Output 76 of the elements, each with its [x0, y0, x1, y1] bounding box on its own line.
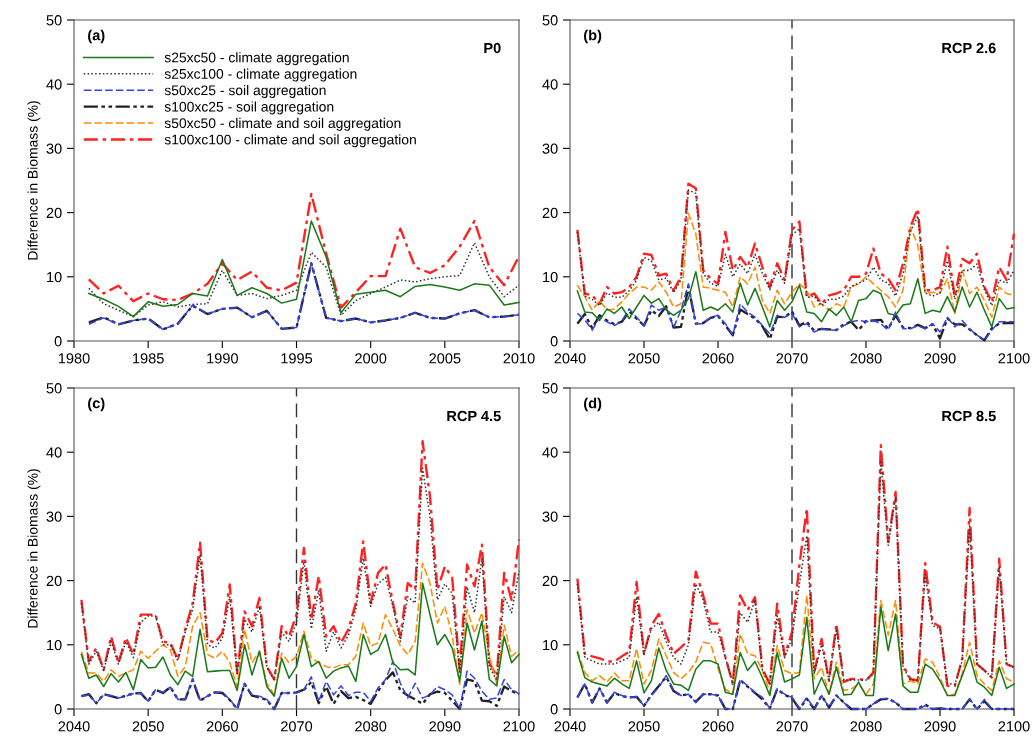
y-tick-label: 0 [550, 336, 558, 347]
x-tick-label: 2060 [702, 721, 734, 732]
y-tick-label: 30 [46, 511, 62, 522]
y-tick-label: 20 [542, 207, 558, 219]
legend-label: s25xc100 - climate aggregation [164, 68, 357, 82]
line-series [87, 192, 521, 309]
x-tick-label: 2090 [429, 721, 461, 732]
x-tick-label: 2100 [998, 721, 1030, 732]
x-tick-label: 2070 [281, 721, 313, 732]
annotation: (a) [88, 29, 105, 44]
x-tick-label: 2080 [850, 353, 882, 364]
y-tick-label: 40 [542, 79, 558, 90]
x-tick-label: 2100 [503, 721, 535, 732]
y-tick-label: 40 [542, 447, 558, 458]
x-tick-label: 2040 [554, 721, 586, 732]
x-tick-label: 2005 [429, 353, 461, 364]
annotation: (c) [88, 397, 105, 412]
y-axis-title: Difference in Biomass (%) [27, 101, 41, 260]
x-tick-label: 2040 [554, 353, 586, 364]
y-tick-label: 0 [550, 704, 558, 715]
x-tick-label: 2070 [776, 721, 808, 732]
y-tick-label: 10 [543, 639, 558, 651]
y-tick-label: 20 [46, 207, 62, 219]
y-tick-label: 20 [542, 575, 558, 587]
x-tick-label: 2090 [924, 721, 956, 732]
y-tick-label: 10 [47, 271, 62, 283]
y-tick-label: 10 [47, 639, 62, 651]
line-series [80, 582, 520, 697]
x-tick-label: 2040 [58, 721, 90, 732]
y-tick-label: 30 [46, 143, 62, 154]
y-tick-label: 50 [542, 15, 558, 26]
y-axis-title: Difference in Biomass (%) [27, 469, 41, 628]
y-tick-label: 50 [542, 383, 558, 394]
y-tick-label: 50 [46, 383, 62, 394]
annotation: P0 [484, 42, 501, 54]
annotation: RCP 4.5 [447, 410, 501, 422]
x-tick-label: 2050 [628, 353, 660, 364]
x-tick-label: 2100 [998, 353, 1030, 364]
legend-label: s100xc25 - soil aggregation [164, 101, 334, 115]
x-tick-label: 2000 [355, 353, 387, 364]
y-tick-label: 30 [542, 143, 558, 154]
x-tick-label: 2080 [355, 721, 387, 732]
line-series [80, 660, 520, 710]
legend-label: s50xc25 - soil aggregation [164, 85, 326, 98]
y-tick-label: 20 [46, 575, 62, 587]
line-series [576, 270, 1015, 328]
x-tick-label: 2070 [776, 353, 808, 364]
y-tick-label: 0 [54, 336, 62, 347]
x-tick-label: 1995 [281, 353, 313, 364]
x-tick-label: 2090 [924, 353, 956, 364]
legend-label: s25xc50 - climate aggregation [164, 52, 349, 66]
annotation: (b) [584, 29, 602, 44]
x-tick-label: 2060 [702, 353, 734, 364]
legend-label: s100xc100 - climate and soil aggregation [164, 134, 416, 148]
y-tick-label: 40 [46, 79, 62, 90]
x-tick-label: 2060 [206, 721, 238, 732]
line-series [88, 242, 520, 318]
line-series [80, 671, 521, 711]
y-tick-label: 0 [54, 704, 62, 715]
y-tick-label: 30 [542, 511, 558, 522]
x-tick-label: 2050 [132, 721, 164, 732]
line-series [80, 562, 520, 696]
line-series [88, 220, 520, 318]
y-tick-label: 50 [46, 15, 62, 26]
x-tick-label: 1985 [133, 353, 164, 364]
legend-label: s50xc50 - climate and soil aggregation [164, 117, 401, 131]
x-tick-label: 2050 [628, 721, 660, 732]
annotation: (d) [584, 397, 602, 412]
x-tick-label: 2010 [503, 353, 535, 364]
x-tick-label: 2080 [850, 721, 882, 732]
x-tick-label: 1990 [207, 353, 238, 364]
y-tick-label: 40 [46, 447, 62, 458]
x-tick-label: 1980 [58, 353, 90, 364]
y-tick-label: 10 [543, 271, 558, 283]
annotation: RCP 2.6 [942, 42, 996, 54]
annotation: RCP 8.5 [942, 410, 996, 422]
